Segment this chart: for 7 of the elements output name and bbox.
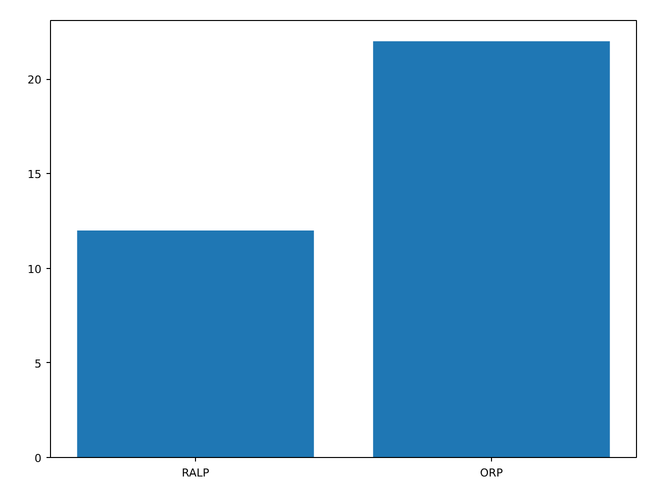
y-tick-label: 20 [28,74,42,87]
y-tick-label: 5 [34,357,42,370]
y-tick-label: 15 [28,168,42,182]
y-tick-label: 10 [28,262,42,276]
y-tick-label: 0 [34,452,42,465]
x-tick-label: RALP [182,466,210,480]
x-tick-label: ORP [480,466,504,480]
